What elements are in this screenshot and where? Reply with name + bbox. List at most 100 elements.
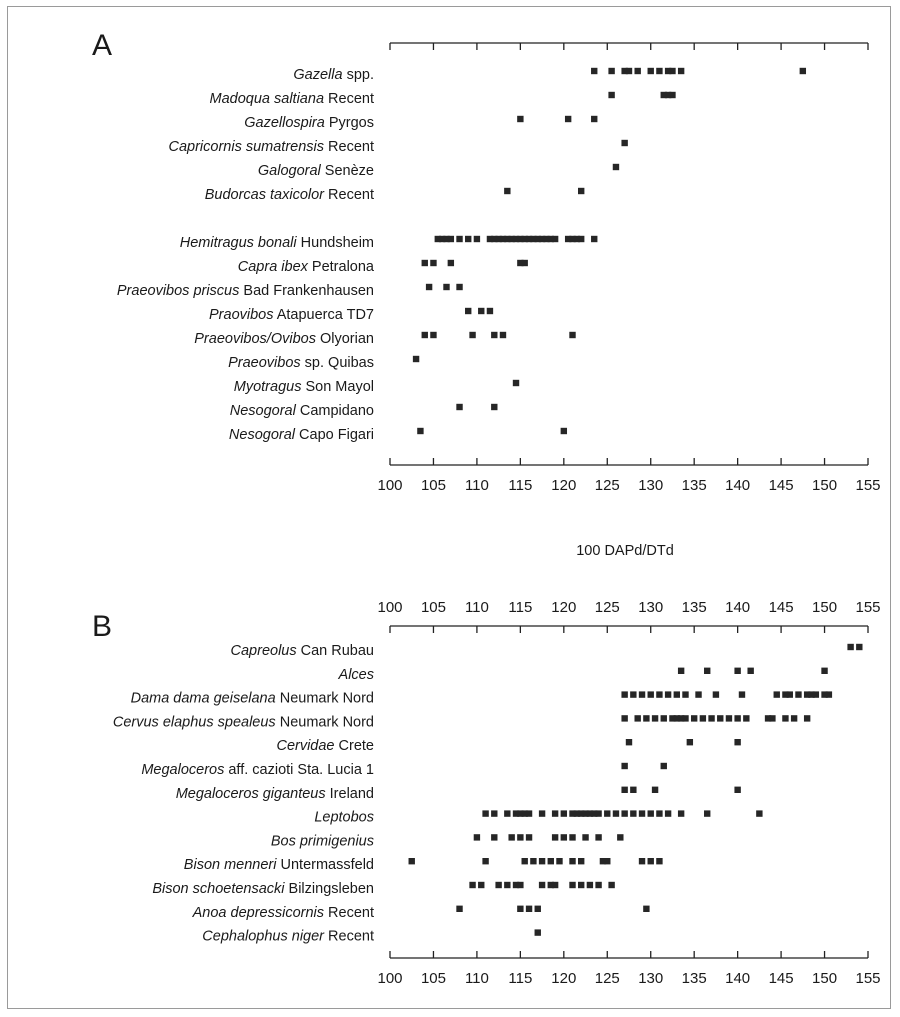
data-point	[438, 235, 446, 243]
data-point	[638, 691, 646, 698]
data-point	[512, 881, 520, 889]
data-point	[512, 810, 520, 817]
data-point	[547, 881, 554, 889]
x-tick-label: 145	[769, 970, 794, 987]
data-point	[456, 403, 463, 411]
x-tick-label-top: 135	[682, 599, 707, 616]
x-tick-label-top: 155	[855, 599, 880, 616]
data-point	[582, 834, 589, 841]
data-point	[625, 67, 633, 75]
data-point	[573, 235, 581, 243]
data-point	[491, 834, 498, 841]
panel-a: 100 105 110 115 120 125 130 135 140 145 150 155 Gaze…	[117, 42, 881, 494]
data-point	[499, 331, 507, 339]
data-point	[621, 139, 628, 147]
data-point	[621, 762, 628, 770]
data-point	[456, 283, 463, 291]
data-point	[425, 283, 433, 291]
taxon-label: Praeovibos sp. Quibas	[228, 355, 374, 371]
taxon-label: Capricornis sumatrensis Recent	[168, 139, 374, 155]
data-point	[517, 834, 524, 841]
x-tick-label-top: 105	[421, 599, 446, 616]
data-point	[517, 259, 524, 267]
taxon-label: Megaloceros aff. cazioti Sta. Lucia 1	[141, 762, 374, 778]
data-point	[725, 715, 733, 722]
data-point	[803, 715, 811, 722]
data-point	[799, 67, 807, 75]
data-point	[634, 67, 641, 75]
data-point	[578, 881, 585, 889]
data-point	[578, 858, 585, 865]
x-tick-label: 115	[508, 970, 532, 987]
data-point	[504, 235, 511, 243]
data-point	[543, 235, 550, 243]
data-point	[617, 834, 624, 841]
data-point	[521, 235, 528, 243]
data-point	[456, 235, 463, 243]
data-point	[647, 858, 654, 865]
data-point	[621, 810, 628, 817]
data-point	[538, 810, 546, 817]
data-point	[664, 91, 672, 99]
data-point	[704, 667, 711, 674]
x-tick-label: 130	[638, 477, 663, 494]
x-tick-label-top: 150	[812, 599, 837, 616]
data-point	[491, 331, 498, 339]
data-point	[660, 91, 667, 99]
x-tick-label: 125	[595, 477, 620, 494]
data-point	[677, 67, 685, 75]
data-point	[521, 858, 528, 865]
data-point	[586, 881, 594, 889]
data-point	[421, 331, 428, 339]
data-point	[608, 91, 615, 99]
data-point	[521, 810, 528, 817]
data-point	[821, 667, 828, 674]
x-tick-label: 110	[465, 970, 489, 987]
data-point	[530, 235, 537, 243]
data-point	[690, 715, 698, 722]
data-point	[638, 858, 646, 865]
data-point	[534, 929, 541, 936]
data-point	[625, 739, 633, 746]
data-point	[795, 691, 802, 698]
data-point	[473, 834, 481, 841]
data-point	[495, 235, 502, 243]
data-point	[604, 810, 611, 817]
data-point	[556, 858, 563, 865]
data-point	[704, 810, 711, 817]
taxon-label: Hemitragus bonali Hundsheim	[180, 235, 374, 251]
data-point	[656, 691, 663, 698]
data-point	[677, 667, 685, 674]
data-point	[447, 259, 455, 267]
data-point	[508, 235, 515, 243]
data-point	[669, 67, 676, 75]
data-point	[478, 307, 485, 315]
x-tick-label: 155	[855, 970, 880, 987]
data-point	[504, 881, 511, 889]
data-point	[591, 810, 598, 817]
data-point	[660, 715, 667, 722]
data-point	[517, 905, 524, 912]
data-point	[812, 691, 820, 698]
data-point	[564, 115, 572, 123]
x-tick-label: 110	[465, 477, 489, 494]
data-point	[630, 691, 637, 698]
x-tick-label-top: 125	[595, 599, 620, 616]
x-tick-label-top: 110	[465, 599, 489, 616]
taxon-label: Cervidae Crete	[276, 738, 374, 754]
data-point	[578, 235, 585, 243]
data-point	[821, 691, 828, 698]
data-point	[677, 810, 685, 817]
data-point	[591, 115, 598, 123]
data-point	[664, 691, 672, 698]
data-point	[534, 235, 541, 243]
data-point	[578, 187, 585, 195]
data-point	[538, 858, 546, 865]
data-point	[525, 834, 533, 841]
panel-a-x-axis-title: 100 DAPd/DTd	[576, 543, 674, 559]
data-point	[608, 67, 615, 75]
data-point	[486, 235, 494, 243]
taxon-label: Cervus elaphus spealeus Neumark Nord	[113, 714, 374, 730]
data-point	[430, 331, 437, 339]
